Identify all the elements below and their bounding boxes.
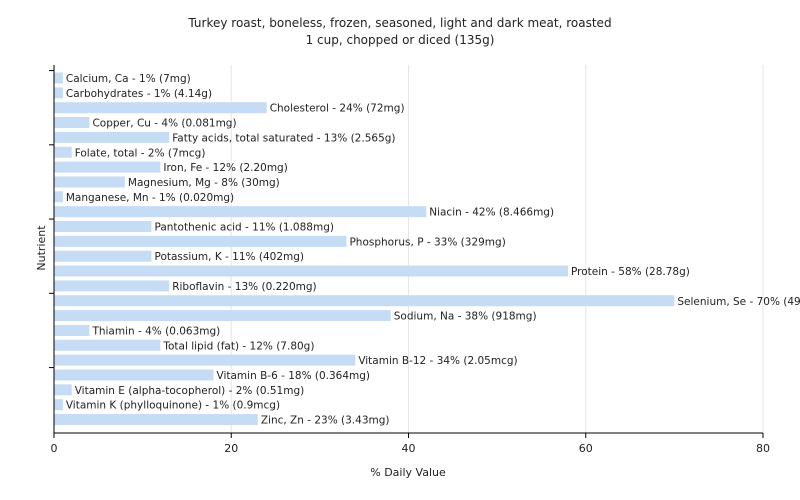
bar (54, 250, 152, 262)
x-tick-label: 40 (402, 442, 416, 455)
bar-label: Potassium, K - 11% (402mg) (154, 251, 304, 263)
bar-label: Carbohydrates - 1% (4.14g) (66, 88, 212, 100)
bar-label: Vitamin E (alpha-tocopherol) - 2% (0.51m… (75, 385, 305, 397)
bar-label: Fatty acids, total saturated - 13% (2.56… (172, 132, 395, 144)
bar (54, 72, 63, 84)
bar (54, 399, 63, 411)
bar-label: Thiamin - 4% (0.063mg) (91, 325, 220, 337)
bar-label: Vitamin B-12 - 34% (2.05mcg) (358, 355, 517, 367)
bar-label: Magnesium, Mg - 8% (30mg) (128, 177, 280, 189)
bar (54, 280, 170, 292)
bar-label: Vitamin B-6 - 18% (0.364mg) (217, 370, 371, 382)
bar (54, 87, 63, 99)
bar-label: Vitamin K (phylloquinone) - 1% (0.9mcg) (66, 400, 280, 412)
bar (54, 102, 267, 114)
bar-label: Protein - 58% (28.78g) (571, 266, 690, 278)
axes: 0 20 40 60 80 (49, 65, 770, 455)
bar-label: Manganese, Mn - 1% (0.020mg) (66, 192, 234, 204)
x-tick-label: 0 (51, 442, 58, 455)
bar (54, 117, 90, 129)
bar (54, 384, 72, 396)
bar-label: Pantothenic acid - 11% (1.088mg) (154, 222, 333, 234)
chart-title: Turkey roast, boneless, frozen, seasoned… (187, 16, 611, 30)
bar (54, 131, 170, 143)
x-tick-label: 20 (224, 442, 238, 455)
bar-label: Riboflavin - 13% (0.220mg) (172, 281, 316, 293)
bar (54, 221, 152, 232)
bar (54, 414, 258, 426)
bar-label: Total lipid (fat) - 12% (7.80g) (162, 340, 314, 352)
bar-label: Copper, Cu - 4% (0.081mg) (92, 118, 236, 130)
x-tick-label: 80 (756, 442, 770, 455)
y-axis-label: Nutrient (35, 225, 48, 271)
gridlines (230, 65, 764, 433)
bar (54, 324, 90, 336)
bars: Calcium, Ca - 1% (7mg) Carbohydrates - 1%… (54, 72, 800, 427)
bar-label: Zinc, Zn - 23% (3.43mg) (261, 415, 390, 427)
bar (54, 310, 391, 322)
bar (54, 161, 161, 173)
bar (54, 354, 356, 366)
bar (54, 295, 675, 307)
bar (54, 146, 72, 158)
bar (54, 176, 125, 188)
bar-label: Folate, total - 2% (7mcg) (75, 147, 206, 159)
x-tick-label: 60 (579, 442, 593, 455)
bar (54, 369, 214, 381)
bar (54, 265, 569, 277)
chart-subtitle: 1 cup, chopped or diced (135g) (306, 33, 495, 47)
bar-label: Cholesterol - 24% (72mg) (270, 103, 405, 115)
bar-label: Iron, Fe - 12% (2.20mg) (163, 162, 287, 174)
bar (54, 235, 347, 247)
bar-label: Niacin - 42% (8.466mg) (429, 207, 554, 219)
bar-label: Selenium, Se - 70% (49.3mcg) (677, 296, 800, 308)
bar-label: Sodium, Na - 38% (918mg) (394, 311, 537, 323)
bar-label: Phosphorus, P - 33% (329mg) (349, 236, 505, 248)
bar (54, 206, 427, 218)
x-axis-label: % Daily Value (370, 466, 446, 479)
bar (54, 191, 63, 203)
bar (54, 339, 161, 351)
bar-label: Calcium, Ca - 1% (7mg) (66, 73, 191, 85)
